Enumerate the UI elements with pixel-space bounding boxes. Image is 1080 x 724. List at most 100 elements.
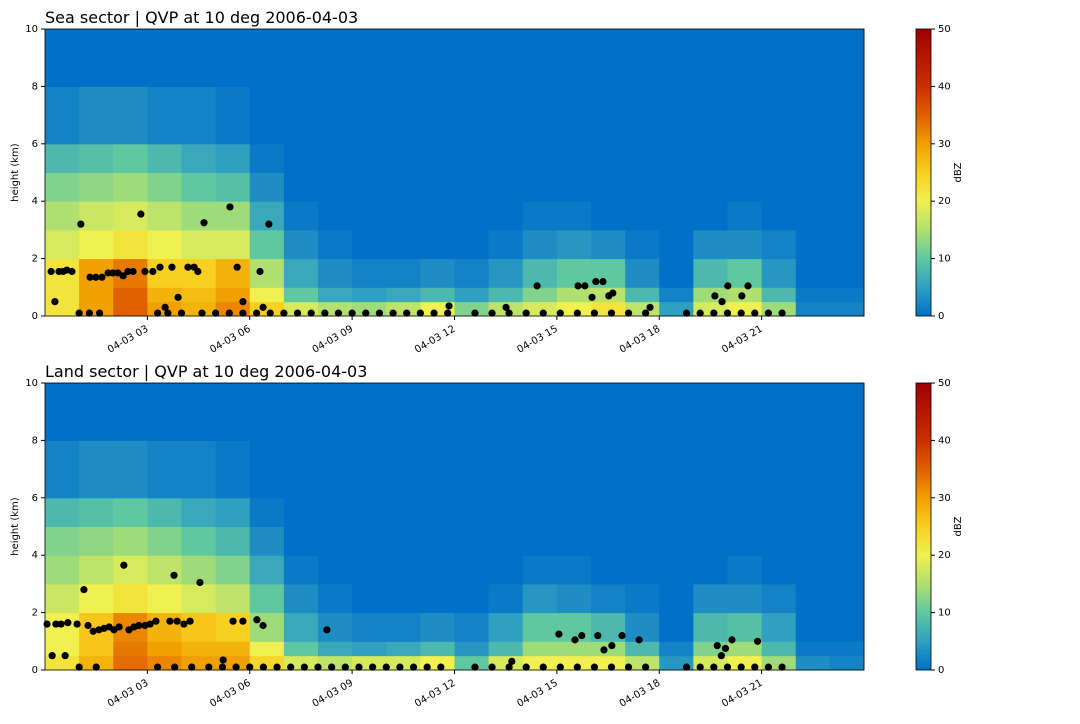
heat-cell — [215, 143, 251, 173]
heat-cell — [591, 301, 626, 317]
scatter-point — [409, 663, 418, 671]
colorbar-tick-label: 20 — [938, 550, 951, 561]
heat-cell — [693, 497, 728, 527]
heat-cell — [318, 258, 353, 288]
heat-cell — [727, 383, 763, 441]
scatter-point — [624, 663, 633, 671]
scatter-point — [590, 309, 599, 317]
heat-cell — [693, 583, 728, 614]
heat-cell — [181, 583, 217, 614]
heat-cell — [795, 641, 831, 657]
heat-cell — [454, 287, 490, 303]
scatter-point — [710, 663, 718, 671]
scatter-point — [141, 267, 149, 276]
scatter-point — [646, 303, 654, 311]
scatter-point — [57, 620, 65, 628]
scatter-point — [80, 586, 88, 594]
heat-cell — [79, 655, 114, 671]
y-tick-label: 2 — [32, 254, 38, 265]
heat-cell — [249, 258, 285, 288]
heat-cell — [113, 497, 148, 527]
scatter-point — [115, 623, 123, 631]
scatter-point — [600, 646, 608, 654]
heat-cell — [386, 526, 421, 556]
heat-cell — [283, 229, 319, 260]
scatter-point — [341, 663, 349, 671]
panel-title: Land sector | QVP at 10 deg 2006-04-03 — [45, 362, 367, 381]
scatter-point — [522, 309, 530, 317]
heat-cell — [420, 143, 455, 173]
heat-cell — [181, 229, 217, 260]
scatter-point — [232, 663, 240, 671]
heat-cell — [249, 383, 285, 441]
heat-cell — [693, 258, 728, 288]
heat-cell — [556, 383, 592, 441]
heat-cell — [420, 497, 455, 527]
scatter-point — [437, 663, 445, 671]
heat-cell — [113, 172, 148, 202]
heat-cell — [522, 383, 558, 441]
scatter-point — [682, 309, 691, 317]
scatter-point — [75, 309, 83, 317]
y-tick-label: 4 — [32, 550, 38, 561]
scatter-point — [723, 663, 732, 671]
scatter-point — [445, 302, 453, 310]
heat-cell — [45, 143, 80, 173]
scatter-point — [196, 578, 204, 587]
heat-cell — [454, 655, 490, 671]
heat-cell — [79, 201, 114, 231]
scatter-point — [252, 309, 261, 317]
scatter-point — [149, 267, 157, 276]
heat-cell — [625, 583, 660, 614]
heat-cell — [659, 526, 694, 556]
heat-cell — [181, 383, 217, 441]
scatter-point — [711, 292, 719, 300]
heat-cell — [761, 287, 797, 303]
scatter-point — [321, 309, 329, 317]
heat-cell — [454, 201, 490, 231]
heat-cell — [659, 201, 694, 231]
scatter-point — [43, 620, 51, 628]
heat-cell — [522, 497, 558, 527]
x-tick-label: 04-03 12 — [413, 678, 457, 710]
heat-cell — [420, 258, 455, 288]
scatter-point — [156, 263, 164, 271]
y-tick-label: 0 — [32, 665, 38, 676]
scatter-point — [137, 210, 145, 218]
scatter-point — [737, 663, 745, 671]
heat-cell — [454, 172, 490, 202]
heat-cell — [386, 201, 421, 231]
x-tick-label: 04-03 03 — [106, 678, 150, 710]
heat-cell — [352, 383, 387, 441]
heat-cell — [249, 440, 285, 499]
heat-cell — [829, 655, 865, 671]
heat-cell — [45, 301, 80, 317]
scatter-point — [226, 203, 234, 211]
heat-cell — [488, 86, 524, 145]
scatter-point — [778, 309, 786, 317]
scatter-point — [573, 309, 581, 317]
scatter-point — [382, 663, 390, 671]
heat-cell — [556, 526, 592, 556]
heat-cell — [454, 301, 490, 317]
heat-cell — [420, 86, 455, 145]
scatter-point — [52, 620, 60, 628]
scatter-point — [300, 663, 308, 671]
scatter-point — [764, 663, 773, 671]
heat-cell — [147, 287, 182, 303]
scatter-point — [609, 289, 617, 297]
heat-cell — [181, 143, 217, 173]
scatter-point — [574, 282, 582, 290]
heat-cell — [727, 229, 763, 260]
scatter-point — [239, 298, 247, 306]
scatter-point — [120, 561, 128, 569]
scatter-point — [259, 621, 267, 630]
heat-cell — [761, 201, 797, 231]
heat-cell — [795, 201, 831, 231]
heat-cell — [693, 86, 728, 145]
scatter-point — [556, 663, 564, 671]
heat-cell — [215, 229, 251, 260]
heat-cell — [352, 143, 387, 173]
scatter-point — [635, 636, 643, 644]
heat-cell — [591, 143, 626, 173]
